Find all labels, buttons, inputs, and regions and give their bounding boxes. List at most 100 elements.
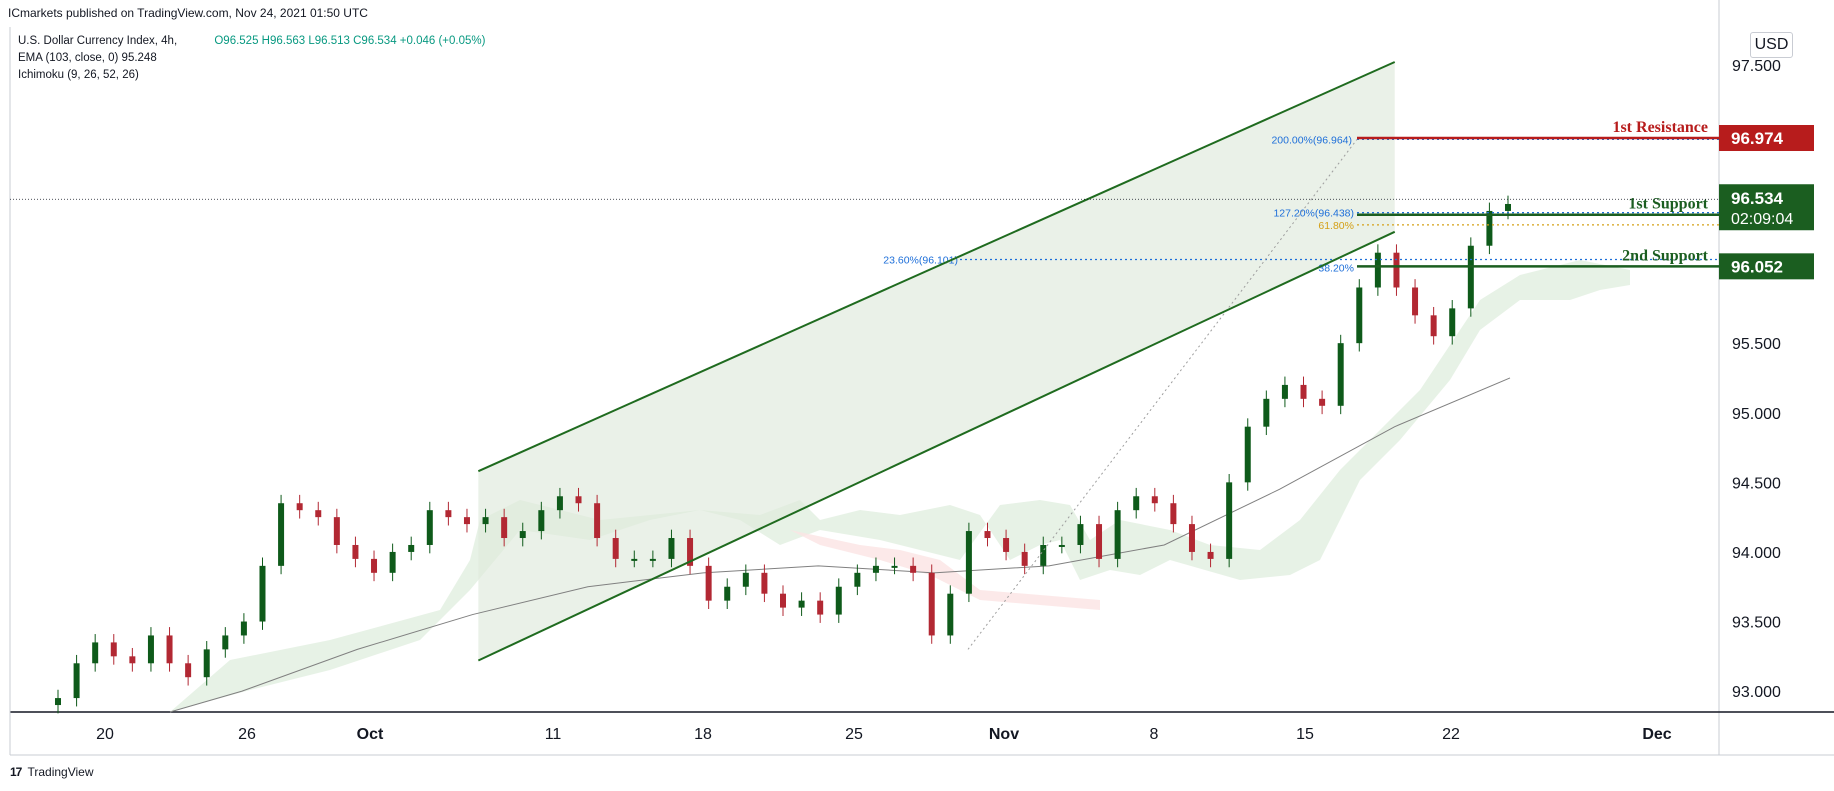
candle-body	[1244, 426, 1251, 483]
candle-body	[408, 544, 415, 552]
level-label: 1st Support	[1628, 196, 1708, 213]
candle-body	[835, 586, 842, 615]
fib-level-label: 200.00%(96.964)	[1271, 134, 1352, 146]
fib-level-label: 127.20%(96.438)	[1273, 208, 1354, 220]
candle-body	[352, 544, 359, 559]
time-tick-label: Oct	[357, 726, 384, 743]
candle-body	[185, 663, 192, 678]
footer-brand-label: TradingView	[27, 765, 94, 779]
price-tick-label: 94.000	[1732, 545, 1781, 562]
candle-body	[817, 600, 824, 615]
candle-body	[928, 572, 935, 636]
candle-body	[222, 635, 229, 650]
candle-body	[1114, 510, 1121, 559]
legend-ema[interactable]: EMA (103, close, 0) 95.248	[18, 52, 157, 64]
candle-body	[1319, 398, 1326, 406]
chart-legend: U.S. Dollar Currency Index, 4h, O96.525 …	[18, 33, 485, 84]
channel-lower-line	[477, 230, 1396, 662]
candle-body	[594, 503, 601, 539]
candle-body	[1393, 252, 1400, 288]
candle-body	[947, 593, 954, 636]
ichimoku-cloud	[170, 260, 1630, 712]
candle-body	[240, 621, 247, 636]
candle-body	[1207, 551, 1214, 559]
currency-unit-button[interactable]: USD	[1750, 32, 1793, 58]
candle-body	[1096, 524, 1103, 559]
candle-body	[1337, 343, 1344, 406]
price-tick-label: 95.000	[1732, 406, 1781, 423]
candle-body	[259, 565, 266, 622]
candle-body	[333, 517, 340, 545]
legend-ichimoku[interactable]: Ichimoku (9, 26, 52, 26)	[18, 69, 139, 81]
candle-body	[965, 531, 972, 594]
candle-body	[649, 558, 656, 561]
level-label: 1st Resistance	[1612, 119, 1708, 136]
candle-body	[910, 565, 917, 573]
candle-body	[761, 572, 768, 594]
candle-body	[1003, 538, 1010, 552]
time-axis: 20 26 Oct 11 18 25 Nov 8 15 22 Dec	[96, 726, 1672, 743]
level-price-tag	[1719, 253, 1814, 280]
time-tick-label: 20	[96, 726, 114, 743]
candle-body	[1486, 210, 1493, 246]
candle-body	[1412, 287, 1419, 316]
candle-body	[1021, 551, 1028, 566]
channel-fill	[478, 62, 1395, 661]
candle-body	[389, 551, 396, 573]
time-tick-label: Nov	[989, 726, 1019, 743]
time-tick-label: Dec	[1642, 726, 1671, 743]
fib-level-label: 61.80%	[1318, 220, 1354, 232]
legend-ohlc: O96.525 H96.563 L96.513 C96.534 +0.046 (…	[214, 35, 486, 47]
candle-body	[426, 510, 433, 545]
level-price-value: 96.974	[1731, 129, 1784, 148]
candle-body	[668, 538, 675, 559]
candle-body	[854, 572, 861, 587]
bar-countdown: 02:09:04	[1731, 211, 1793, 228]
fib-trend-line	[967, 139, 1358, 650]
time-tick-label: 22	[1442, 726, 1460, 743]
time-tick-label: 26	[238, 726, 256, 743]
level-price-value: 96.052	[1731, 257, 1783, 276]
candle-body	[445, 510, 452, 518]
candle-body	[631, 558, 638, 561]
footer-brand[interactable]: 17 TradingView	[10, 765, 94, 779]
candle-body	[1133, 496, 1140, 511]
candle-body	[501, 517, 508, 539]
candle-body	[1151, 496, 1158, 504]
candle-body	[1077, 524, 1084, 545]
last-price-tag	[1719, 184, 1814, 231]
candle-body	[110, 642, 117, 657]
price-tick-label: 94.500	[1732, 475, 1781, 492]
price-tick-label: 97.500	[1732, 58, 1781, 75]
candle-body	[705, 565, 712, 601]
candles	[55, 195, 1511, 714]
candle-body	[1505, 203, 1511, 211]
price-axis: 97.500 95.500 95.000 94.500 94.000 93.500 93.0…	[1732, 58, 1781, 701]
time-tick-label: 25	[845, 726, 863, 743]
legend-symbol: U.S. Dollar Currency Index, 4h,	[18, 35, 178, 47]
fib-level-label: 38.20%	[1318, 263, 1354, 275]
candle-body	[1430, 315, 1437, 337]
candle-body	[482, 517, 489, 525]
time-tick-label: 18	[694, 726, 712, 743]
candle-body	[780, 593, 786, 608]
price-tick-label: 95.500	[1732, 336, 1781, 353]
price-channel	[477, 61, 1396, 662]
candle-body	[984, 531, 991, 539]
candle-body	[1188, 524, 1195, 552]
candle-body	[1300, 384, 1307, 399]
ema-line	[169, 377, 1511, 713]
candle-body	[1467, 245, 1474, 309]
candle-body	[1058, 544, 1065, 547]
publisher-line: ICmarkets published on TradingView.com, …	[8, 6, 368, 20]
time-tick-label: 11	[545, 726, 562, 743]
price-tick-label: 93.000	[1732, 684, 1781, 701]
candle-body	[1226, 482, 1233, 559]
candle-body	[687, 538, 694, 566]
candle-body	[1170, 503, 1177, 525]
candle-body	[891, 565, 898, 568]
candle-body	[371, 558, 378, 573]
channel-upper-line	[477, 61, 1396, 473]
